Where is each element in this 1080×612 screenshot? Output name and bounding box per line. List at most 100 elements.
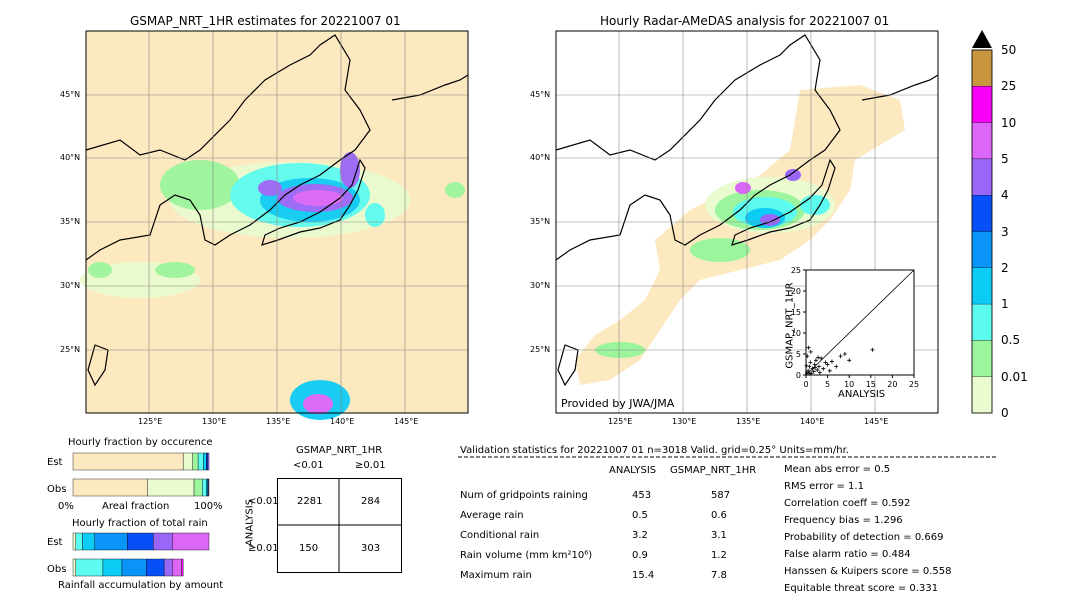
fraction-bar-segment: [172, 532, 210, 551]
colorbar-label: 25: [1001, 79, 1017, 94]
validation-row-gsmap: 0.6: [711, 510, 727, 521]
right-map-frame: [555, 30, 939, 414]
scatter-point: [870, 347, 875, 352]
occurrence-title: Hourly fraction by occurence: [68, 437, 213, 448]
fraction-bar-segment: [182, 452, 193, 471]
validation-row-label: Maximum rain: [460, 570, 532, 581]
scatter-point: [804, 363, 809, 368]
scatter-point: [825, 362, 830, 367]
fraction-bar-segment: [153, 532, 173, 551]
right-lat-label-45: 45°N: [530, 90, 551, 99]
scatter-point: [817, 370, 822, 375]
scatter-point: [813, 358, 818, 363]
colorbar: [971, 30, 993, 414]
fraction-bar-segment: [146, 558, 165, 577]
scatter-ytick-label: 20: [791, 287, 801, 296]
contingency-cell-01: 284: [361, 496, 381, 507]
fraction-bar-segment: [206, 452, 208, 471]
scatter-point: [807, 371, 812, 376]
total-rain-title: Hourly fraction of total rain: [72, 518, 208, 529]
scatter-point: [813, 365, 818, 370]
fraction-bar-segment: [94, 532, 128, 551]
scatter-point: [808, 349, 813, 354]
total-rain-obs-label: Obs: [47, 564, 67, 575]
occurrence-est-label: Est: [47, 457, 63, 468]
scatter-xlabel: ANALYSIS: [838, 389, 886, 400]
fraction-bar-segment: [207, 452, 210, 471]
fraction-bar-segment: [72, 452, 184, 471]
scatter-point: [806, 345, 811, 350]
colorbar-segment: [971, 340, 993, 377]
colorbar-label: 50: [1001, 43, 1017, 57]
validation-row-analysis: 3.2: [632, 530, 648, 541]
colorbar-label: 3: [1001, 224, 1009, 239]
contingency-row-label-0: <0.01: [248, 496, 279, 507]
fraction-bar-segment: [82, 532, 95, 551]
scatter-point: [805, 354, 810, 359]
occurrence-axis-left: 0%: [58, 501, 74, 512]
left-map-title: GSMAP_NRT_1HR estimates for 20221007 01: [130, 14, 401, 28]
left-lat-label-40: 40°N: [60, 153, 81, 162]
validation-score: Correlation coeff = 0.592: [784, 498, 911, 509]
fraction-bar-segment: [102, 558, 123, 577]
validation-score: Hanssen & Kuipers score = 0.558: [784, 566, 952, 577]
contingency-col-label-0: <0.01: [293, 460, 324, 471]
right-lat-label-25: 25°N: [530, 345, 551, 354]
colorbar-segment: [971, 267, 993, 305]
fraction-bar-segment: [181, 558, 184, 577]
scatter-xtick-label: 0: [803, 380, 808, 389]
scatter-xtick-label: 15: [866, 380, 876, 389]
fraction-bar-segment: [201, 478, 207, 497]
occurrence-chart: [72, 452, 210, 497]
validation-score: Mean abs error = 0.5: [784, 464, 891, 475]
scatter-diagonal: [805, 269, 915, 376]
occurrence-obs-label: Obs: [47, 484, 67, 495]
scatter-point: [816, 355, 821, 360]
colorbar-segment: [971, 122, 993, 160]
left-lat-label-45: 45°N: [60, 90, 81, 99]
validation-score: Equitable threat score = 0.331: [784, 583, 939, 594]
total-rain-chart: [72, 532, 210, 577]
validation-row-gsmap: 7.8: [711, 570, 727, 581]
validation-col-gsmap: GSMAP_NRT_1HR: [670, 465, 757, 476]
validation-row-label: Num of gridpoints raining: [460, 490, 588, 501]
fraction-bar-segment: [203, 452, 207, 471]
left-map-frame: [85, 30, 469, 414]
contingency-title: GSMAP_NRT_1HR: [296, 445, 383, 456]
right-map-rain-field: [595, 169, 835, 358]
fraction-bar-segment: [75, 558, 104, 577]
right-lon-label-135: 135°E: [736, 417, 761, 426]
fraction-bar-segment: [163, 558, 173, 577]
validation-row-analysis: 15.4: [632, 570, 655, 581]
left-map-coastline: [85, 34, 469, 387]
left-lon-label-125: 125°E: [138, 417, 163, 426]
validation-score: Probability of detection = 0.669: [784, 532, 944, 543]
scatter-ytick-label: 10: [791, 329, 801, 338]
scatter-point: [847, 358, 852, 363]
scatter-point: [838, 354, 843, 359]
left-lon-label-135: 135°E: [266, 417, 291, 426]
scatter-point: [815, 367, 820, 372]
fraction-bar-segment: [197, 452, 204, 471]
validation-col-analysis: ANALYSIS: [609, 465, 657, 476]
left-map: [80, 30, 469, 420]
right-map-title: Hourly Radar-AMeDAS analysis for 2022100…: [600, 14, 890, 28]
left-lat-label-30: 30°N: [60, 281, 81, 290]
fraction-bar-segment: [172, 558, 182, 577]
colorbar-label: 2: [1001, 260, 1009, 275]
colorbar-label: 0.5: [1001, 333, 1021, 348]
scatter-ytick-label: 15: [791, 308, 801, 317]
validation-divider: [458, 456, 996, 458]
colorbar-label: 1: [1001, 297, 1009, 312]
scatter-point: [819, 356, 824, 361]
scatter-point: [827, 368, 832, 373]
fraction-bar-segment: [72, 532, 76, 551]
colorbar-segment: [971, 231, 993, 268]
colorbar-label: 5: [1001, 151, 1009, 166]
scatter-point: [834, 364, 839, 369]
colorbar-segment: [971, 195, 993, 232]
scatter-ytick-label: 0: [796, 371, 801, 380]
colorbar-segment: [971, 303, 993, 341]
total-rain-est-label: Est: [47, 537, 63, 548]
scatter-point: [808, 360, 813, 365]
